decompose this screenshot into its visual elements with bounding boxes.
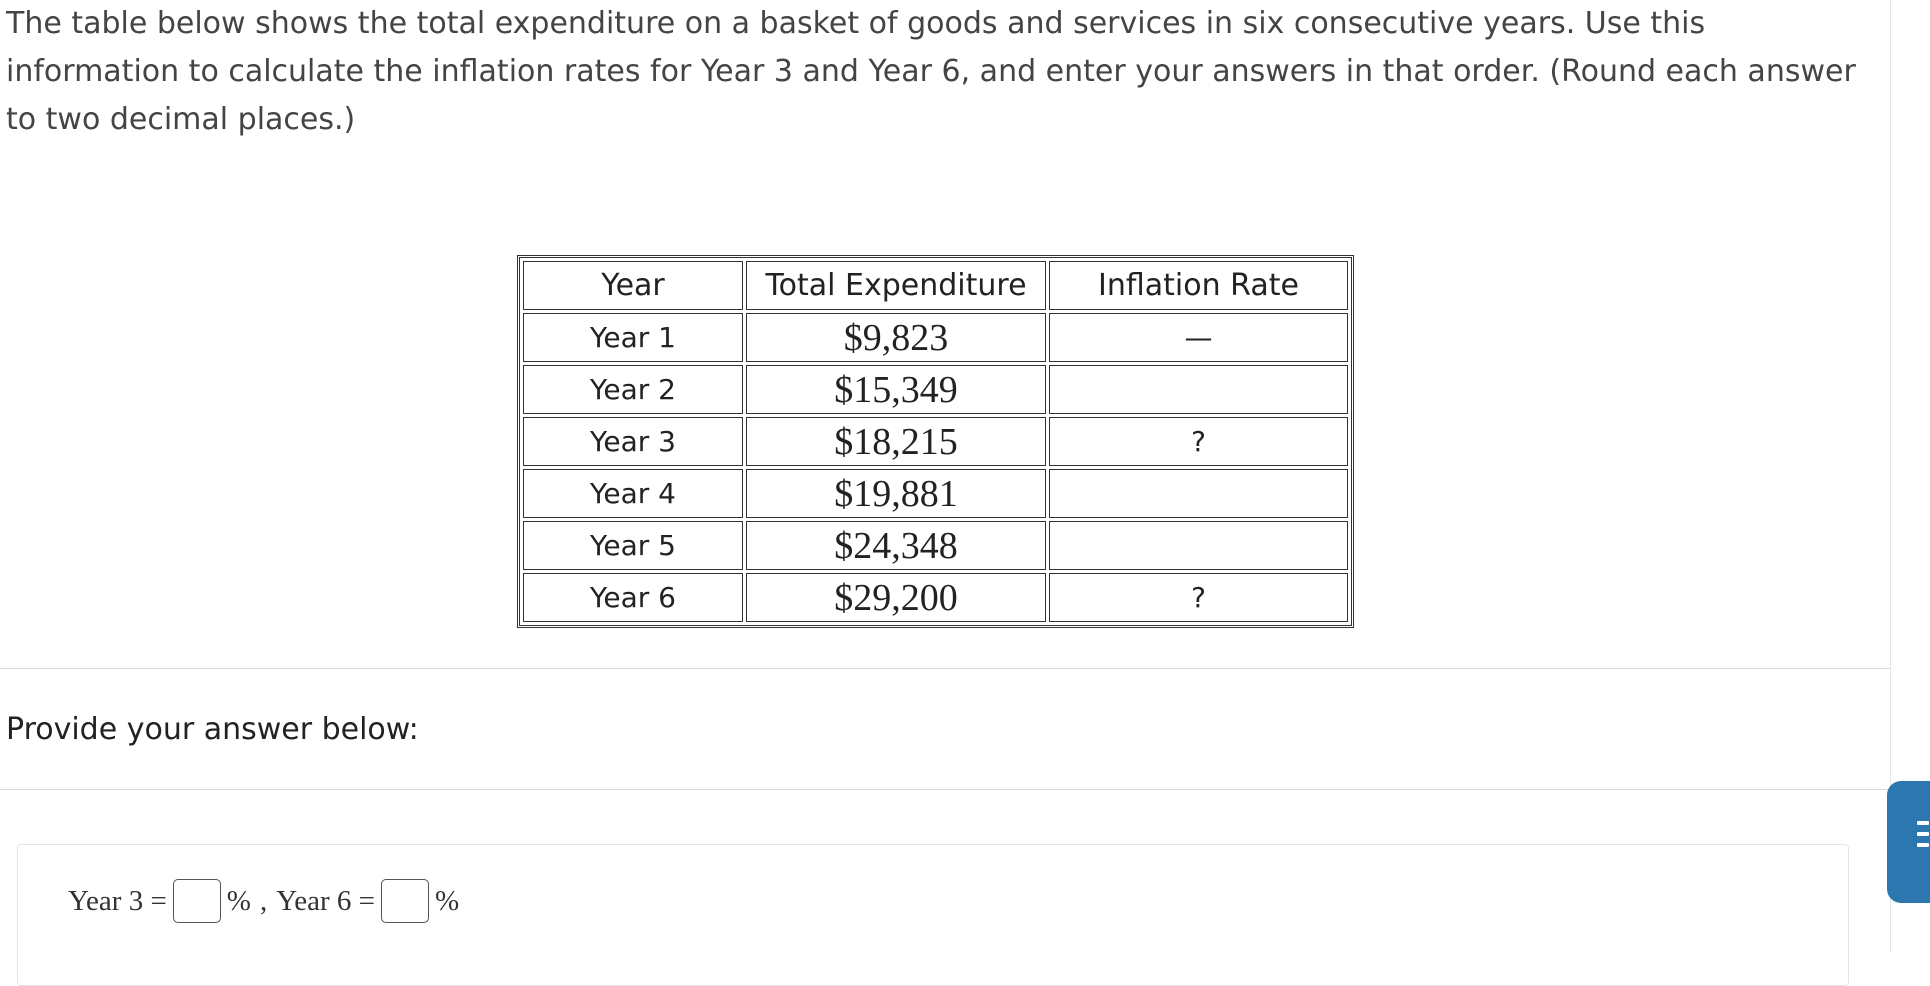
expenditure-cell: $9,823 [746,313,1046,362]
year6-input[interactable] [381,879,430,923]
year3-input[interactable] [172,879,221,923]
year-cell: Year 2 [523,365,743,414]
expenditure-cell: $24,348 [746,521,1046,570]
table-row: Year 5 $24,348 [523,521,1348,570]
year-cell: Year 1 [523,313,743,362]
question-text: The table below shows the total expendit… [6,6,1856,137]
menu-icon [1917,821,1929,854]
table-row: Year 1 $9,823 — [523,313,1348,362]
expenditure-cell: $19,881 [746,469,1046,518]
header-total-expenditure: Total Expenditure [746,261,1046,310]
table-row: Year 2 $15,349 [523,365,1348,414]
year-cell: Year 4 [523,469,743,518]
expenditure-cell: $29,200 [746,573,1046,622]
side-panel-tab[interactable] [1887,781,1930,903]
answer-line: Year 3 = % , Year 6 = % [68,877,459,925]
year3-label: Year 3 = [68,884,167,917]
header-year: Year [523,261,743,310]
inflation-rate-cell: ? [1049,573,1348,622]
inflation-rate-cell: — [1049,313,1348,362]
year6-label: Year 6 = [276,884,376,917]
year-cell: Year 3 [523,417,743,466]
inflation-rate-cell [1049,521,1348,570]
expenditure-cell: $18,215 [746,417,1046,466]
expenditure-cell: $15,349 [746,365,1046,414]
header-inflation-rate: Inflation Rate [1049,261,1348,310]
percent-unit: % [226,884,251,917]
inflation-rate-cell [1049,469,1348,518]
table-row: Year 6 $29,200 ? [523,573,1348,622]
content-border [1890,0,1891,952]
inflation-rate-cell: ? [1049,417,1348,466]
answer-heading: Provide your answer below: [6,712,419,747]
page-content: The table below shows the total expendit… [0,6,1890,986]
year-cell: Year 5 [523,521,743,570]
section-divider [0,668,1890,669]
year-cell: Year 6 [523,573,743,622]
section-divider [0,789,1890,790]
table-row: Year 4 $19,881 [523,469,1348,518]
table-header-row: Year Total Expenditure Inflation Rate [523,261,1348,310]
expenditure-table: Year Total Expenditure Inflation Rate Ye… [517,255,1354,628]
percent-unit: % [435,884,460,917]
answer-separator: , [259,884,268,917]
table-row: Year 3 $18,215 ? [523,417,1348,466]
inflation-rate-cell [1049,365,1348,414]
